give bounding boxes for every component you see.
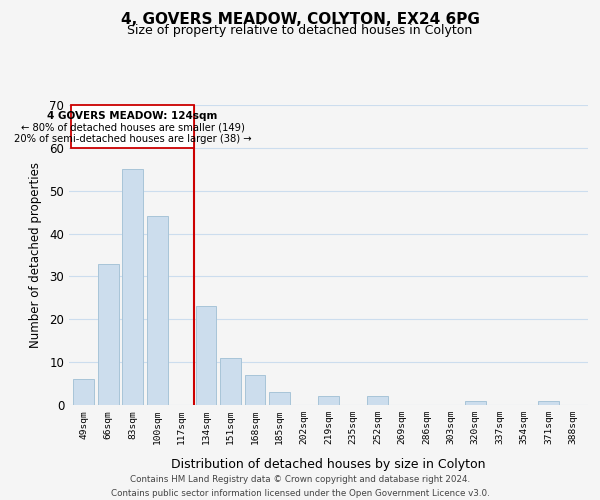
Bar — [269, 392, 290, 405]
Bar — [73, 380, 94, 405]
Text: Size of property relative to detached houses in Colyton: Size of property relative to detached ho… — [127, 24, 473, 37]
Text: 4, GOVERS MEADOW, COLYTON, EX24 6PG: 4, GOVERS MEADOW, COLYTON, EX24 6PG — [121, 12, 479, 28]
Bar — [318, 396, 339, 405]
Text: 4 GOVERS MEADOW: 124sqm: 4 GOVERS MEADOW: 124sqm — [47, 110, 218, 120]
Bar — [220, 358, 241, 405]
Bar — [245, 375, 265, 405]
Y-axis label: Number of detached properties: Number of detached properties — [29, 162, 43, 348]
Text: Contains HM Land Registry data © Crown copyright and database right 2024.
Contai: Contains HM Land Registry data © Crown c… — [110, 476, 490, 498]
FancyBboxPatch shape — [71, 105, 194, 148]
Bar — [147, 216, 167, 405]
Bar — [538, 400, 559, 405]
Text: 20% of semi-detached houses are larger (38) →: 20% of semi-detached houses are larger (… — [14, 134, 251, 144]
Bar — [122, 170, 143, 405]
Text: ← 80% of detached houses are smaller (149): ← 80% of detached houses are smaller (14… — [21, 122, 245, 132]
Bar — [465, 400, 486, 405]
X-axis label: Distribution of detached houses by size in Colyton: Distribution of detached houses by size … — [171, 458, 486, 471]
Bar — [196, 306, 217, 405]
Bar — [98, 264, 119, 405]
Bar — [367, 396, 388, 405]
